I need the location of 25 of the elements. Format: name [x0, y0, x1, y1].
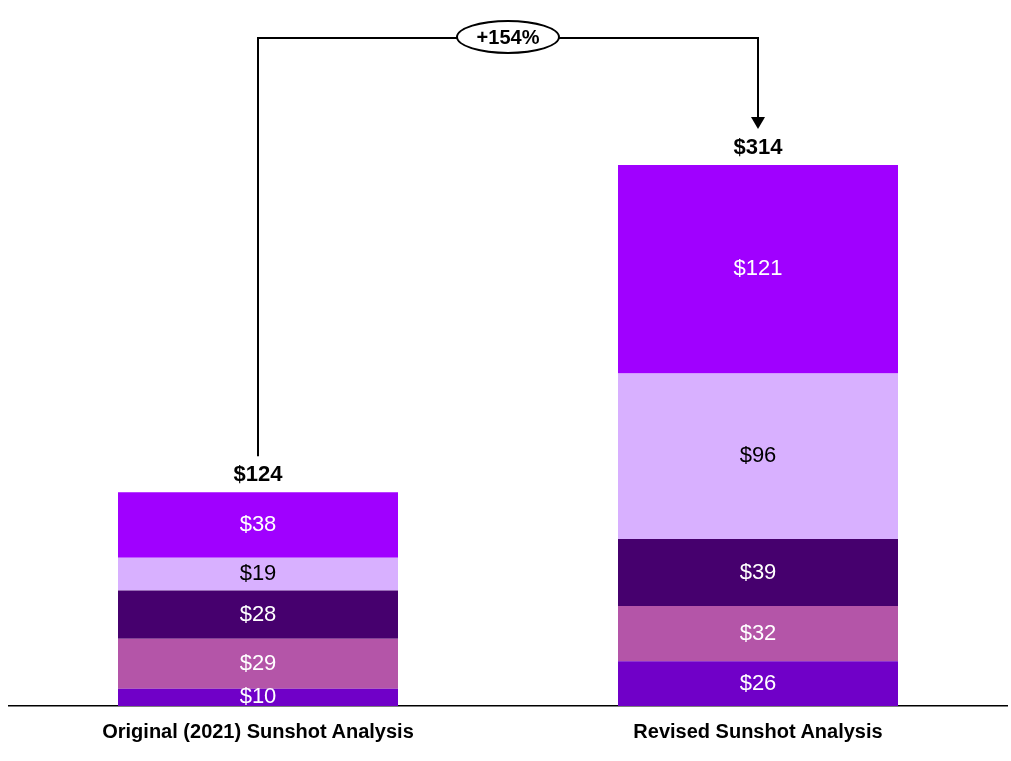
x-tick-label: Original (2021) Sunshot Analysis — [102, 719, 414, 742]
bar — [118, 492, 398, 558]
bar — [618, 661, 898, 706]
data-label: $28 — [239, 600, 277, 626]
bar — [118, 557, 398, 591]
bar — [118, 688, 398, 706]
bar — [618, 165, 898, 374]
data-label: $38 — [239, 511, 277, 537]
data-label: $19 — [239, 560, 277, 586]
data-label: $10 — [239, 683, 277, 709]
data-label: $26 — [739, 669, 777, 695]
x-tick-label: Revised Sunshot Analysis — [633, 719, 883, 742]
total-label: $124 — [233, 461, 284, 487]
data-label: $39 — [739, 558, 777, 584]
bar — [618, 606, 898, 662]
data-label: $29 — [239, 649, 277, 675]
total-label: $314 — [733, 134, 784, 160]
bar — [118, 590, 398, 639]
bar — [618, 373, 898, 539]
data-label: $121 — [733, 255, 783, 281]
text: +154% — [456, 20, 560, 54]
bar — [118, 638, 398, 689]
bar — [618, 538, 898, 607]
data-label: $32 — [739, 619, 777, 645]
data-label: $96 — [739, 442, 777, 468]
